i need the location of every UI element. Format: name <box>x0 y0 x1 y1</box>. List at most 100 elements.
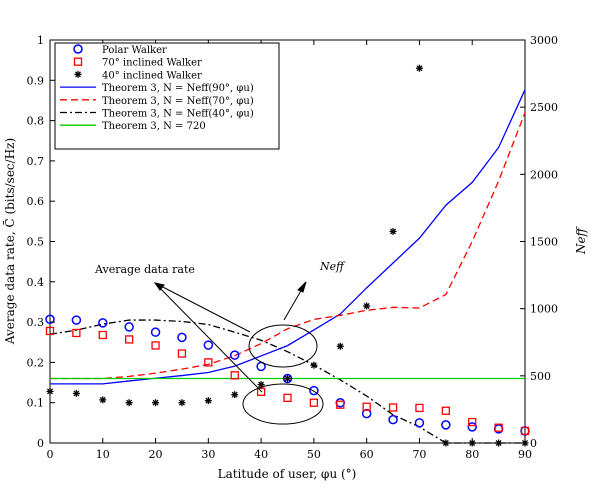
series-marker-2 <box>204 397 212 405</box>
y-left-tick-label: 0.5 <box>27 236 45 249</box>
series-line-3 <box>50 89 526 385</box>
series-marker-2 <box>415 64 423 72</box>
y-left-tick-label: 0.4 <box>27 276 45 289</box>
series-marker-1 <box>204 358 213 367</box>
series-marker-1 <box>230 371 239 380</box>
annotation-average-data-rate: Average data rate <box>94 263 195 276</box>
series-marker-2 <box>495 439 503 447</box>
legend-label: 40° inclined Walker <box>102 70 202 81</box>
series-marker-1 <box>468 417 477 427</box>
axes-layer: 0 10 20 30 40 50 60 70 80 9000.10.20.30.40.50.60.… <box>27 34 559 461</box>
series-marker-2 <box>125 399 133 407</box>
y-left-tick-label: 1 <box>37 34 44 47</box>
y-left-tick-label: 0.2 <box>27 356 45 369</box>
series-marker-0 <box>150 327 161 337</box>
legend-entry: Theorem 3, N = 720 <box>60 121 206 132</box>
series-marker-1 <box>283 393 292 403</box>
x-tick-label: 80 <box>465 448 479 461</box>
series-marker-0 <box>177 332 187 343</box>
series-marker-1 <box>151 341 160 350</box>
x-tick-label: 90 <box>518 448 532 461</box>
x-tick-label: 50 <box>307 448 321 461</box>
legend-entry: Theorem 3, N = Neff(90°, φu) <box>60 83 254 94</box>
y-right-tick-label: 2500 <box>530 101 558 114</box>
series-marker-0 <box>441 420 451 430</box>
series-marker-2 <box>389 227 397 235</box>
series-marker-2 <box>178 399 186 407</box>
legend-label: Theorem 3, N = Neff(70°, φu) <box>102 96 254 107</box>
x-tick-label: 10 <box>96 448 110 461</box>
series-marker-0 <box>45 314 55 325</box>
x-tick-label: 70 <box>412 448 426 461</box>
series-marker-2 <box>363 302 371 310</box>
annotation-neff: Neff <box>319 260 346 273</box>
y-left-tick-label: 0.3 <box>27 316 45 329</box>
y-left-tick-label: 0.6 <box>27 195 45 208</box>
series-marker-0 <box>414 418 425 428</box>
series-marker-1 <box>388 403 398 412</box>
series-marker-1 <box>309 398 319 407</box>
series-marker-1 <box>415 403 424 413</box>
series-marker-1 <box>336 400 345 409</box>
series-marker-0 <box>203 340 214 350</box>
legend-box <box>54 42 280 150</box>
legend-label: 70° inclined Walker <box>102 58 202 69</box>
series-marker-0 <box>229 350 240 360</box>
series-marker-2 <box>46 387 54 395</box>
y-right-tick-label: 3000 <box>530 34 558 47</box>
series-marker-0 <box>388 414 398 425</box>
legend-label: Polar Walker <box>102 45 167 56</box>
y-right-tick-label: 0 <box>530 437 537 450</box>
series-marker-1 <box>45 326 55 336</box>
legend-label: Theorem 3, N = 720 <box>102 121 206 132</box>
legend-label: Theorem 3, N = Neff(90°, φu) <box>102 83 254 94</box>
series-marker-1 <box>256 387 266 396</box>
series-marker-2 <box>152 399 160 407</box>
y-right-tick-label: 500 <box>530 370 551 383</box>
series-marker-1 <box>362 402 371 411</box>
series-marker-2 <box>336 342 344 350</box>
y-left-tick-label: 0.8 <box>27 115 45 128</box>
series-marker-0 <box>71 315 82 325</box>
series-marker-1 <box>494 423 503 432</box>
legend-entry: 40° inclined Walker <box>74 70 202 81</box>
series-marker-1 <box>520 426 530 436</box>
series-marker-1 <box>177 349 187 358</box>
x-tick-label: 40 <box>254 448 268 461</box>
x-tick-label: 30 <box>201 448 215 461</box>
annotation-ellipse-right <box>248 324 318 368</box>
series-marker-1 <box>441 406 450 415</box>
series-marker-0 <box>282 373 293 384</box>
annotation-ellipse-left <box>242 383 324 425</box>
series-marker-2 <box>231 391 239 399</box>
annotation-arrows <box>153 281 307 393</box>
series-marker-2 <box>442 439 450 447</box>
series-marker-2 <box>99 396 107 404</box>
x-tick-label: 20 <box>149 448 163 461</box>
y-left-tick-label: 0.7 <box>27 155 45 168</box>
series-marker-0 <box>309 385 319 396</box>
legend-label: Theorem 3, N = Neff(40°, φu) <box>102 109 254 120</box>
series-marker-1 <box>98 330 107 340</box>
series-marker-1 <box>125 335 134 344</box>
series-marker-1 <box>72 328 81 338</box>
legend-entry: 70° inclined Walker <box>73 57 202 69</box>
series-marker-2 <box>310 361 318 369</box>
series-marker-2 <box>284 375 291 383</box>
series-line-4 <box>50 112 526 380</box>
series-marker-2 <box>72 389 80 397</box>
y-left-tick-label: 0.1 <box>27 397 45 410</box>
legend-entry: Theorem 3, N = Neff(70°, φu) <box>60 96 254 107</box>
series-marker-0 <box>98 318 108 328</box>
y-axis-right-label: Neff <box>574 225 588 255</box>
y-right-tick-label: 1000 <box>530 303 558 316</box>
y-right-tick-label: 2000 <box>530 168 558 181</box>
x-tick-label: 0 <box>47 448 54 461</box>
series-marker-0 <box>124 322 134 332</box>
y-axis-left-label: Average data rate, C̄ (bits/sec/Hz) <box>2 138 17 345</box>
legend-entry: Theorem 3, N = Neff(40°, φu) <box>60 109 254 120</box>
y-right-tick-label: 1500 <box>530 236 558 249</box>
y-left-tick-label: 0 <box>37 437 44 450</box>
